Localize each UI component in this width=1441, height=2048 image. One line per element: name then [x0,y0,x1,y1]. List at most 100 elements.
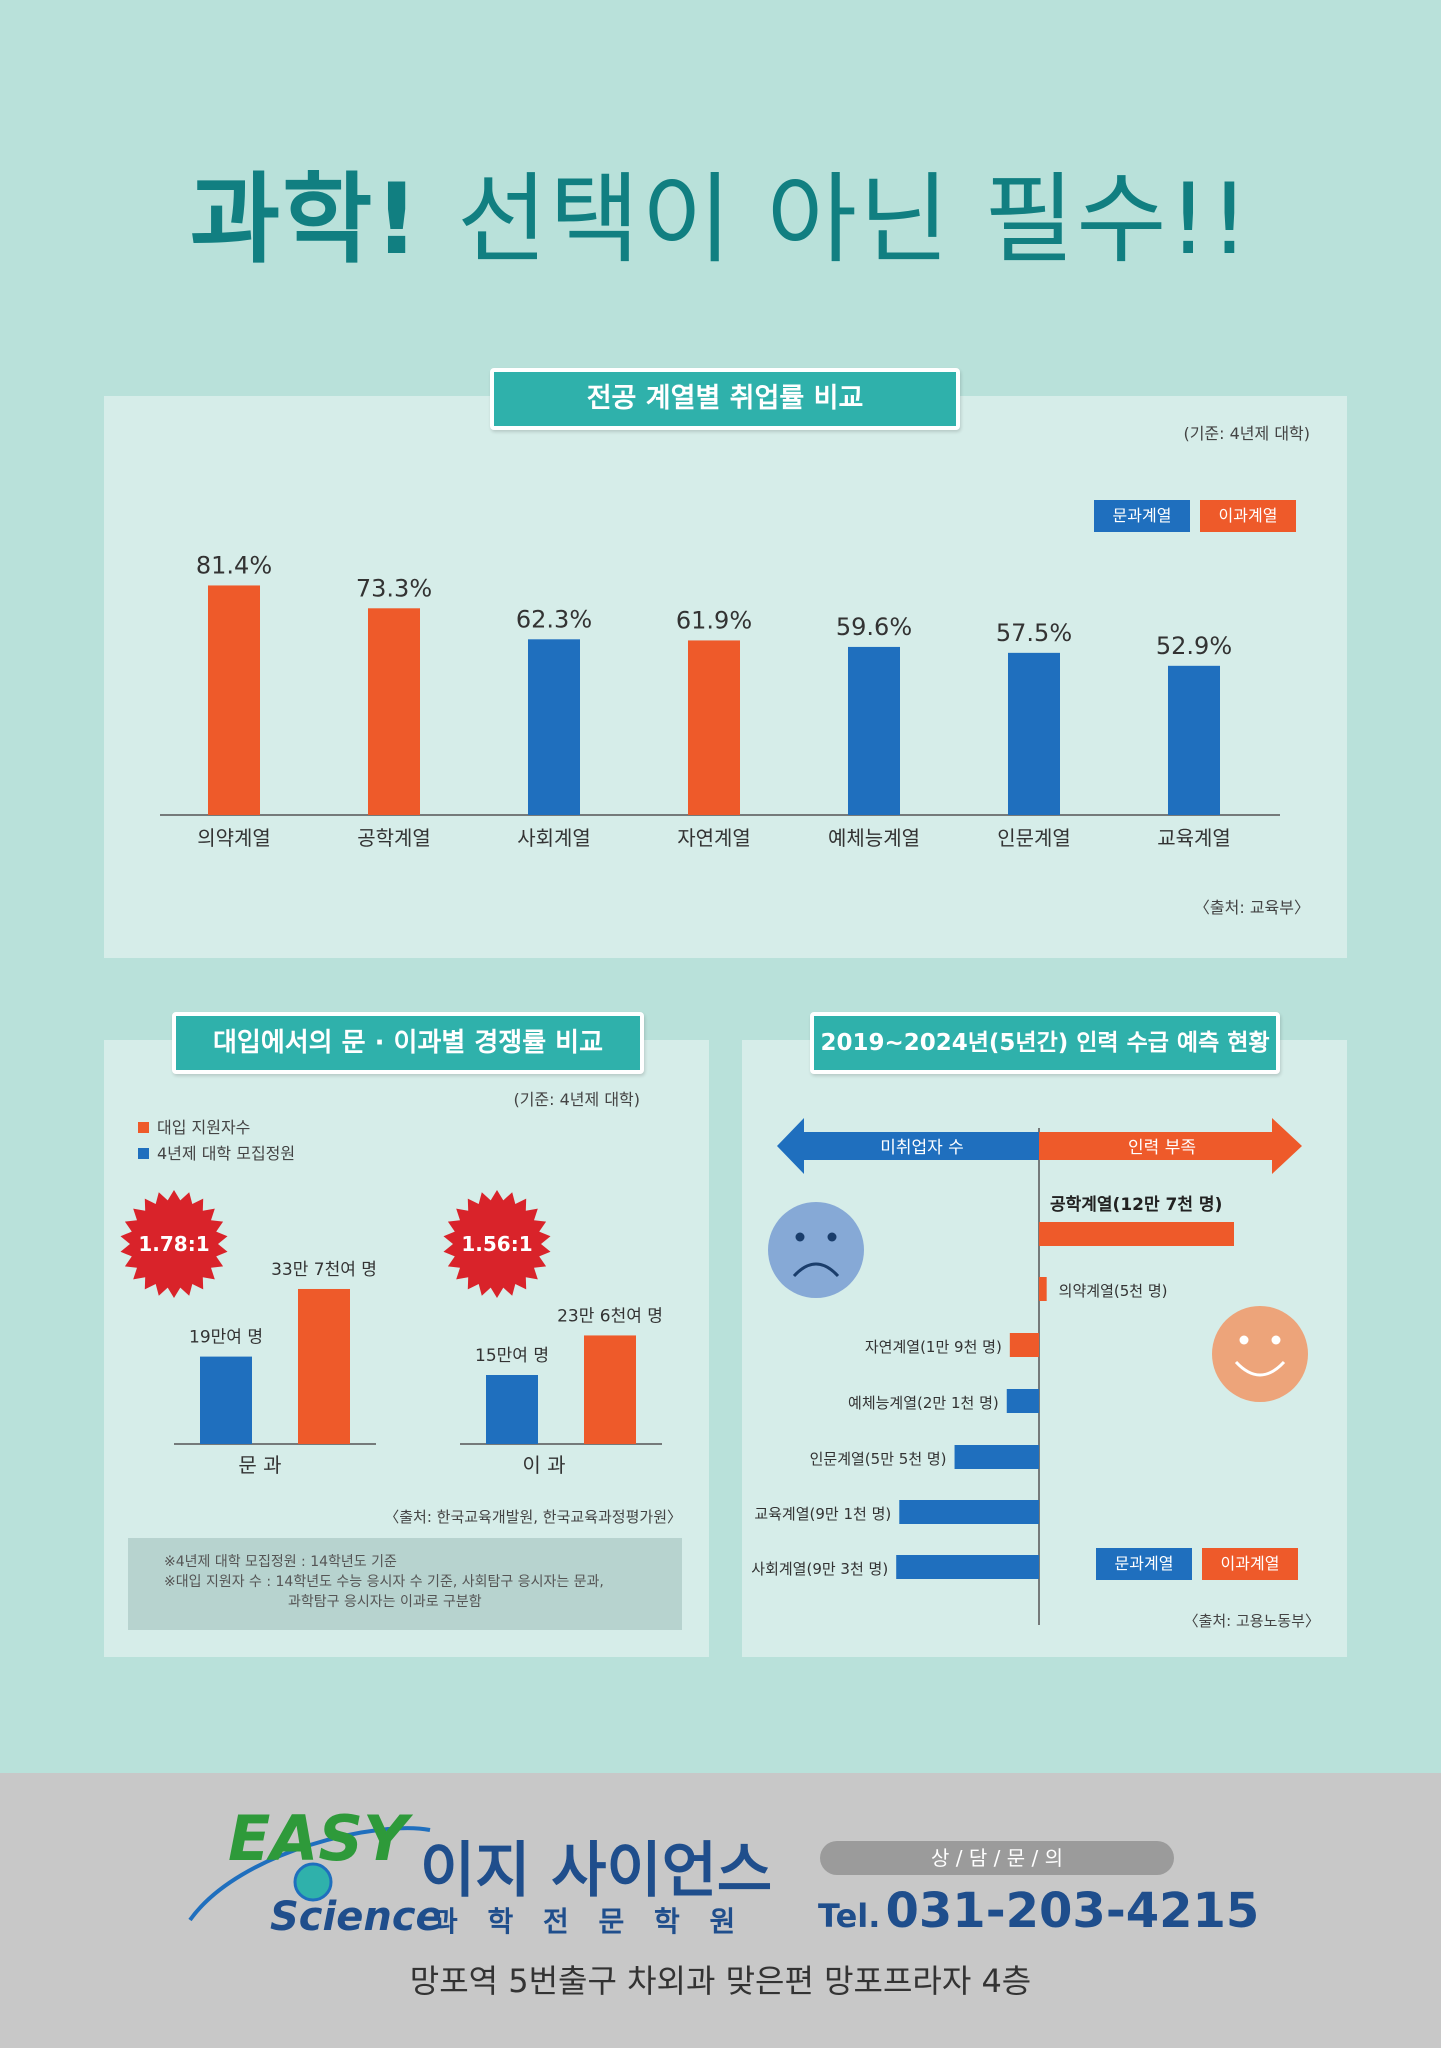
value-label: 73.3% [356,574,432,602]
legend-square-blue [138,1148,149,1159]
bar-예체능계열 [1006,1389,1039,1413]
category-label: 예체능계열 [828,826,920,850]
value-label: 62.3% [516,605,592,633]
category-label: 공학계열 [357,826,431,850]
academy-sub: 과 학 전 문 학 원 [432,1905,746,1938]
globe-icon [293,1862,333,1902]
competition-note: (기준: 4년제 대학) [513,1090,640,1109]
value-label: 사회계열(9만 3천 명) [751,1560,888,1578]
phone: Tel. 031-203-4215 [818,1883,1259,1939]
legend-liberal-1: 문과계열 [1094,500,1190,532]
bar-예체능계열 [848,646,900,815]
value-label: 19만여 명 [189,1328,263,1348]
academy-name: 이지 사이언스 [420,1836,773,1906]
value-label: 의약계열(5천 명) [1059,1282,1168,1300]
value-label: 23만 6천여 명 [557,1306,663,1326]
legend-liberal-2: 문과계열 [1096,1548,1192,1580]
bar-자연계열 [1009,1333,1039,1357]
footnote-2: ※대입 지원자 수 : 14학년도 수능 응시자 수 기준, 사회탐구 응시자는… [164,1574,604,1590]
ratio-label: 1.56:1 [461,1232,532,1256]
sad-face-mouth [792,1262,840,1278]
bar-사회계열 [528,639,580,815]
happy-face-eye [1271,1335,1281,1345]
value-label: 81.4% [196,551,272,579]
value-label: 52.9% [1156,632,1232,660]
value-label: 57.5% [996,619,1072,647]
legend-quota-label: 4년제 대학 모집정원 [157,1144,296,1163]
happy-face-icon [1212,1306,1308,1402]
title-light: 선택이 아닌 필수!! [457,163,1252,277]
value-label: 15만여 명 [475,1346,549,1366]
value-label: 예체능계열(2만 1천 명) [848,1394,999,1412]
value-label: 자연계열(1만 9천 명) [865,1338,1002,1356]
footnote-box: ※4년제 대학 모집정원 : 14학년도 기준 ※대입 지원자 수 : 14학년… [128,1538,682,1630]
ratio-burst [443,1190,551,1298]
contact-label: 상 / 담 / 문 / 의 [820,1841,1174,1875]
employment-title: 전공 계열별 취업률 비교 [490,368,960,430]
title-bold: 과학! [189,163,421,277]
legend-science-1: 이과계열 [1200,500,1296,532]
happy-face-mouth [1234,1360,1286,1377]
competition-title: 대입에서의 문 · 이과별 경쟁률 비교 [172,1012,644,1074]
page-title: 과학! 선택이 아닌 필수!! [0,140,1441,282]
sad-face-eye [795,1232,805,1242]
category-label: 사회계열 [517,826,591,850]
bar-의약계열 [1039,1277,1047,1301]
tel-prefix: Tel. [818,1897,881,1935]
bar-교육계열 [1168,665,1220,815]
happy-face-eye [1239,1335,1249,1345]
competition-chart: 19만여 명 33만 7천여 명문 과 1.78:1 15만여 명 23만 6천여 명이… [120,1190,663,1477]
footnote-3: 과학탐구 응시자는 이과로 구분함 [288,1594,482,1610]
bar-의약계열 [208,585,260,815]
bar-공학계열 [368,608,420,815]
bar-인문계열 [1008,652,1060,815]
bar-교육계열 [899,1500,1039,1524]
arrow-right-label: 인력 부족 [1128,1138,1196,1158]
category-label: 의약계열 [197,826,271,850]
legend-applicants: 대입 지원자수 [138,1114,250,1138]
value-label: 61.9% [676,606,752,634]
sad-face-eye [827,1232,837,1242]
value-label: 공학계열(12만 7천 명) [1050,1195,1222,1215]
value-label: 59.6% [836,613,912,641]
bar-자연계열 [688,640,740,815]
logo-orbit [188,1826,431,1922]
category-label: 문 과 [238,1453,281,1477]
employment-source: 〈출처: 교육부〉 [1193,898,1310,917]
arrow-left [777,1118,1039,1174]
legend-science-2: 이과계열 [1202,1548,1298,1580]
ratio-label: 1.78:1 [138,1232,209,1256]
bar-4년제 대학 모집정원 [200,1356,252,1444]
category-label: 교육계열 [1157,826,1231,850]
employment-note: (기준: 4년제 대학) [1183,424,1310,443]
ratio-burst [120,1190,228,1298]
employment-chart: 81.4% 의약계열 73.3% 공학계열 62.3% 사회계열 61.9% 자연계열 59.6… [160,551,1280,850]
category-label: 인문계열 [997,826,1071,850]
legend-applicants-label: 대입 지원자수 [157,1118,251,1137]
value-label: 인문계열(5만 5천 명) [810,1450,947,1468]
value-label: 교육계열(9만 1천 명) [754,1505,891,1523]
bar-대입 지원자수 [298,1288,350,1444]
bar-공학계열 [1039,1222,1234,1246]
footnote-1: ※4년제 대학 모집정원 : 14학년도 기준 [164,1554,397,1570]
competition-source: 〈출처: 한국교육개발원, 한국교육과정평가원〉 [384,1508,682,1526]
manpower-title: 2019~2024년(5년간) 인력 수급 예측 현황 [810,1012,1280,1074]
arrow-left-label: 미취업자 수 [880,1138,964,1158]
address: 망포역 5번출구 차외과 맞은편 망포프라자 4층 [409,1962,1032,2000]
legend-square-orange [138,1122,149,1133]
arrow-right [1039,1118,1302,1174]
logo: EASY Science [188,1802,440,1940]
sad-face-icon [768,1202,864,1298]
category-label: 이 과 [522,1453,565,1477]
logo-science: Science [270,1894,440,1940]
logo-easy: EASY [228,1802,414,1875]
legend-quota: 4년제 대학 모집정원 [138,1140,295,1164]
value-label: 33만 7천여 명 [271,1260,377,1280]
footer [0,1773,1441,2048]
bar-인문계열 [954,1445,1039,1469]
manpower-source: 〈출처: 고용노동부〉 [1183,1612,1320,1630]
tel-number[interactable]: 031-203-4215 [885,1883,1260,1939]
bar-대입 지원자수 [584,1335,636,1444]
category-label: 자연계열 [677,826,751,850]
